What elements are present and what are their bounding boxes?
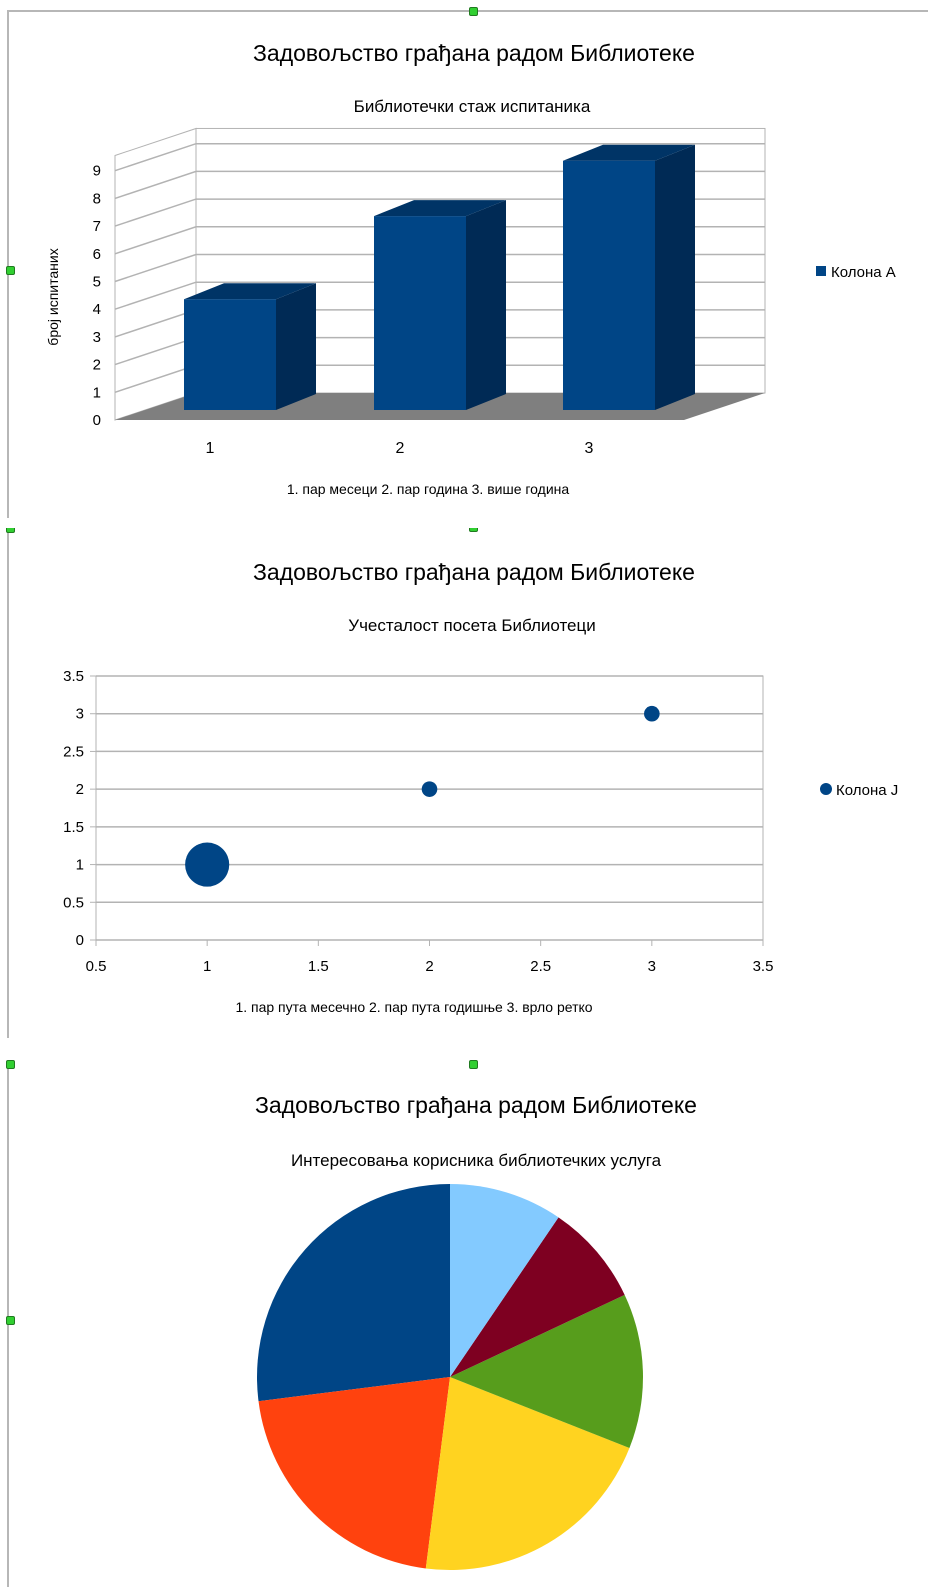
pie-slice bbox=[256, 1184, 450, 1402]
bar-top bbox=[563, 144, 695, 161]
pie-slice bbox=[258, 1377, 450, 1569]
y-tick-label: 1.5 bbox=[63, 819, 84, 836]
x-axis-ticks: 0.5 1 1.5 2 2.5 3 3.5 bbox=[86, 958, 774, 975]
y-tick-label: 1 bbox=[93, 384, 101, 401]
side-wall bbox=[114, 127, 197, 421]
bar-front bbox=[563, 160, 655, 410]
bar bbox=[184, 283, 316, 410]
data-point bbox=[421, 781, 438, 797]
x-axis-title: 1. пар месеци 2. пар година 3. више годи… bbox=[287, 481, 570, 497]
y-tick-label: 0 bbox=[76, 932, 84, 949]
chart-subtitle: Интересовања корисника библиотечких услу… bbox=[291, 1151, 662, 1170]
x-tick-label: 1.5 bbox=[308, 958, 329, 975]
pie-slice bbox=[450, 1184, 559, 1377]
bar-side bbox=[276, 283, 316, 410]
y-axis-ticks: 0 0.5 1 1.5 2 2.5 3 3.5 bbox=[63, 668, 84, 949]
bar-front bbox=[184, 299, 276, 410]
pie-slices bbox=[256, 1184, 643, 1570]
legend-swatch bbox=[820, 783, 832, 795]
x-tick-label: 2 bbox=[396, 440, 405, 457]
x-tick-label: 1 bbox=[203, 958, 211, 975]
y-tick-label: 2.5 bbox=[63, 743, 84, 760]
legend-label: Колона A bbox=[831, 264, 896, 281]
y-tick-label: 0 bbox=[93, 412, 101, 429]
bar-side bbox=[655, 144, 695, 410]
pie-slice bbox=[425, 1377, 630, 1570]
data-point bbox=[644, 705, 660, 722]
x-axis-ticks: 1 2 3 bbox=[206, 440, 594, 457]
y-axis-title: број испитаних bbox=[45, 248, 61, 345]
y-tick-label: 2 bbox=[93, 357, 101, 374]
y-tick-label: 0.5 bbox=[63, 894, 84, 911]
gridline bbox=[114, 142, 765, 172]
chart-subtitle: Библиотечки стаж испитаника bbox=[354, 97, 591, 116]
bar bbox=[563, 144, 695, 410]
bar-side bbox=[466, 200, 506, 410]
selection-handle[interactable] bbox=[6, 1316, 15, 1325]
data-point bbox=[185, 842, 230, 887]
chart-frame-left bbox=[7, 528, 9, 1038]
selection-handle[interactable] bbox=[469, 1060, 478, 1069]
x-tick-label: 0.5 bbox=[86, 958, 107, 975]
y-tick-label: 7 bbox=[93, 218, 101, 235]
legend-swatch bbox=[816, 266, 826, 276]
pie-chart: Задовољство грађана радом Библиотеке Инт… bbox=[255, 1092, 697, 1570]
y-tick-label: 3 bbox=[93, 329, 101, 346]
chart-frame-left bbox=[7, 10, 9, 518]
pie-chart-panel: Задовољство грађана радом Библиотеке Инт… bbox=[0, 1060, 936, 1587]
x-tick-label: 2 bbox=[425, 958, 433, 975]
selection-handle[interactable] bbox=[6, 266, 15, 275]
bar-front bbox=[374, 216, 466, 410]
chart-title: Задовољство грађана радом Библиотеке bbox=[253, 559, 695, 585]
gridlines bbox=[90, 675, 764, 946]
pie-slice bbox=[450, 1217, 625, 1377]
x-tick-label: 1 bbox=[206, 440, 215, 457]
bar-chart-panel: Задовољство грађана радом Библиотеке Биб… bbox=[0, 0, 936, 522]
bar-chart: Задовољство грађана радом Библиотеке Биб… bbox=[45, 40, 896, 497]
plot-area bbox=[95, 675, 764, 941]
chart-title: Задовољство грађана радом Библиотеке bbox=[253, 40, 695, 66]
y-tick-label: 1 bbox=[76, 857, 84, 874]
y-axis-ticks: 0 1 2 3 4 5 6 7 8 9 bbox=[93, 163, 101, 429]
scatter-chart: Задовољство грађана радом Библиотеке Уче… bbox=[63, 559, 898, 1015]
x-axis-title: 1. пар пута месечно 2. пар пута годишње … bbox=[235, 999, 592, 1015]
data-points bbox=[185, 705, 660, 887]
chart-subtitle: Учесталост посета Библиотеци bbox=[348, 616, 595, 635]
chart-frame-left bbox=[7, 1066, 9, 1587]
chart-title: Задовољство грађана радом Библиотеке bbox=[255, 1092, 697, 1118]
x-tick-label: 3 bbox=[585, 440, 594, 457]
selection-handle[interactable] bbox=[469, 7, 478, 16]
bar-top bbox=[184, 283, 316, 300]
scatter-chart-panel: Задовољство грађана радом Библиотеке Уче… bbox=[0, 528, 936, 1048]
x-tick-label: 3.5 bbox=[753, 958, 774, 975]
y-tick-label: 8 bbox=[93, 190, 101, 207]
bar-top bbox=[374, 200, 506, 217]
y-tick-label: 5 bbox=[93, 274, 101, 291]
x-tick-label: 2.5 bbox=[530, 958, 551, 975]
y-tick-label: 9 bbox=[93, 163, 101, 180]
y-tick-label: 6 bbox=[93, 246, 101, 263]
x-tick-label: 3 bbox=[648, 958, 656, 975]
pie-slice bbox=[450, 1294, 643, 1449]
y-tick-label: 3.5 bbox=[63, 668, 84, 685]
y-tick-label: 2 bbox=[76, 781, 84, 798]
bars bbox=[184, 144, 695, 410]
selection-handle[interactable] bbox=[469, 528, 478, 532]
selection-handle[interactable] bbox=[6, 1060, 15, 1069]
y-tick-label: 4 bbox=[93, 301, 101, 318]
selection-handle[interactable] bbox=[6, 528, 15, 533]
bar bbox=[374, 200, 506, 410]
chart-frame-top bbox=[8, 10, 928, 12]
legend-label: Колона J bbox=[836, 782, 898, 799]
y-tick-label: 3 bbox=[76, 706, 84, 723]
